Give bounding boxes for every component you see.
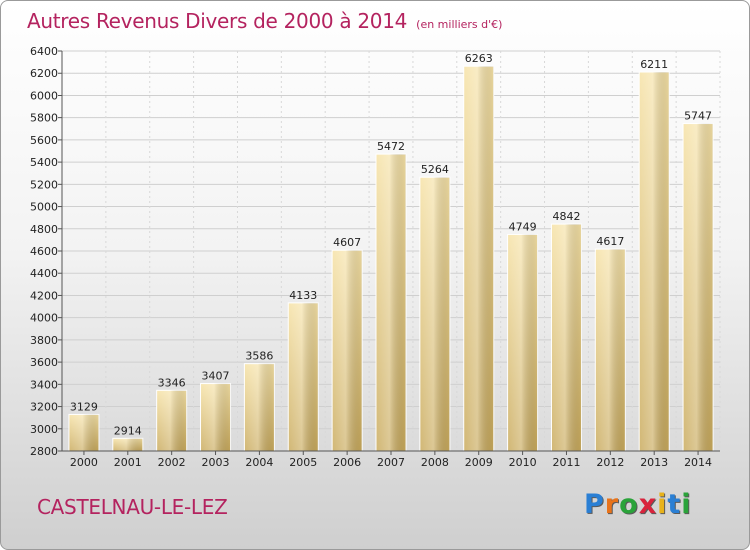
y-tick-label: 5600 (30, 134, 58, 147)
x-tick-label: 2011 (552, 456, 580, 469)
y-tick-label: 6000 (30, 89, 58, 102)
x-tick-label: 2000 (70, 456, 98, 469)
bar-value-label: 5747 (684, 110, 712, 123)
y-tick-label: 3600 (30, 356, 58, 369)
chart-title-block: Autres Revenus Divers de 2000 à 2014 (en… (27, 9, 502, 33)
x-tick-label: 2014 (684, 456, 712, 469)
x-axis: 2000 2001 2002 2003 2004 2005 2006 2007 2008 2009… (62, 450, 720, 469)
x-tick-label: 2002 (158, 456, 186, 469)
y-tick-label: 4600 (30, 245, 58, 258)
x-tick-label: 2012 (596, 456, 624, 469)
bar-highlight (463, 66, 494, 451)
bar-value-label: 6211 (640, 58, 668, 71)
bar-highlight (332, 250, 363, 451)
y-tick-label: 5800 (30, 112, 58, 125)
y-tick-label: 3200 (30, 401, 58, 414)
y-tick-label: 2800 (30, 445, 58, 458)
logo-letter: i (657, 489, 668, 520)
x-tick-label: 2013 (640, 456, 668, 469)
bar-highlight (244, 363, 275, 451)
chart-title: Autres Revenus Divers de 2000 à 2014 (27, 9, 408, 33)
y-tick-label: 4000 (30, 312, 58, 325)
bar-highlight (112, 438, 143, 451)
bar-value-label: 5472 (377, 140, 405, 153)
logo-letter: o (619, 489, 639, 520)
logo-letter: i (681, 489, 692, 520)
bar-value-label: 4617 (596, 235, 624, 248)
bar-highlight (507, 234, 538, 451)
logo-letter: r (604, 489, 620, 520)
bar-value-label: 2914 (114, 424, 142, 437)
bar-value-label: 4842 (552, 210, 580, 223)
logo-letter: t (667, 489, 682, 520)
logo-letter: P (584, 489, 605, 520)
bar-highlight (288, 302, 319, 451)
bar-highlight (551, 224, 582, 451)
bar-highlight (156, 390, 187, 451)
x-tick-label: 2006 (333, 456, 361, 469)
bar-highlight (639, 72, 670, 451)
bar-highlight (683, 123, 714, 452)
proxiti-logo: Proxiti (584, 489, 692, 520)
y-axis: 2800 3000 3200 3400 3600 3800 4000 4200 4400 4600… (30, 45, 63, 458)
bar-value-label: 3346 (158, 376, 186, 389)
bar-value-label: 4607 (333, 236, 361, 249)
y-tick-label: 4200 (30, 289, 58, 302)
bar-value-label: 3129 (70, 400, 98, 413)
x-tick-label: 2004 (245, 456, 273, 469)
bar-highlight (376, 154, 406, 451)
chart-subtitle: (en milliers d'€) (416, 18, 503, 31)
bar-highlight (595, 249, 626, 451)
bar-value-label: 3407 (202, 370, 230, 383)
y-tick-label: 5200 (30, 178, 58, 191)
x-tick-label: 2003 (202, 456, 230, 469)
bar-highlight (200, 383, 231, 451)
bar-value-label: 6263 (465, 52, 493, 65)
bar-value-label: 4749 (509, 220, 537, 233)
y-tick-label: 5400 (30, 156, 58, 169)
bar-value-label: 5264 (421, 163, 449, 176)
bars: 3129 2914 3346 3407 3586 4133 4607 5472 5264 6263… (68, 52, 714, 452)
x-tick-label: 2008 (421, 456, 449, 469)
y-tick-label: 6400 (30, 45, 58, 58)
x-tick-label: 2007 (377, 456, 405, 469)
bar-value-label: 4133 (289, 289, 317, 302)
x-tick-label: 2001 (114, 456, 142, 469)
y-tick-label: 5000 (30, 201, 58, 214)
y-tick-label: 4400 (30, 267, 58, 280)
y-tick-label: 3400 (30, 378, 58, 391)
bar-value-label: 3586 (245, 350, 273, 363)
logo-letter: x (638, 489, 658, 520)
y-tick-label: 4800 (30, 223, 58, 236)
x-tick-label: 2009 (465, 456, 493, 469)
bar-highlight (68, 414, 99, 451)
x-tick-label: 2010 (509, 456, 537, 469)
y-tick-label: 6200 (30, 67, 58, 80)
commune-name: CASTELNAU-LE-LEZ (37, 495, 228, 519)
y-tick-label: 3000 (30, 423, 58, 436)
x-tick-label: 2005 (289, 456, 317, 469)
bar-highlight (419, 177, 450, 451)
y-tick-label: 3800 (30, 334, 58, 347)
